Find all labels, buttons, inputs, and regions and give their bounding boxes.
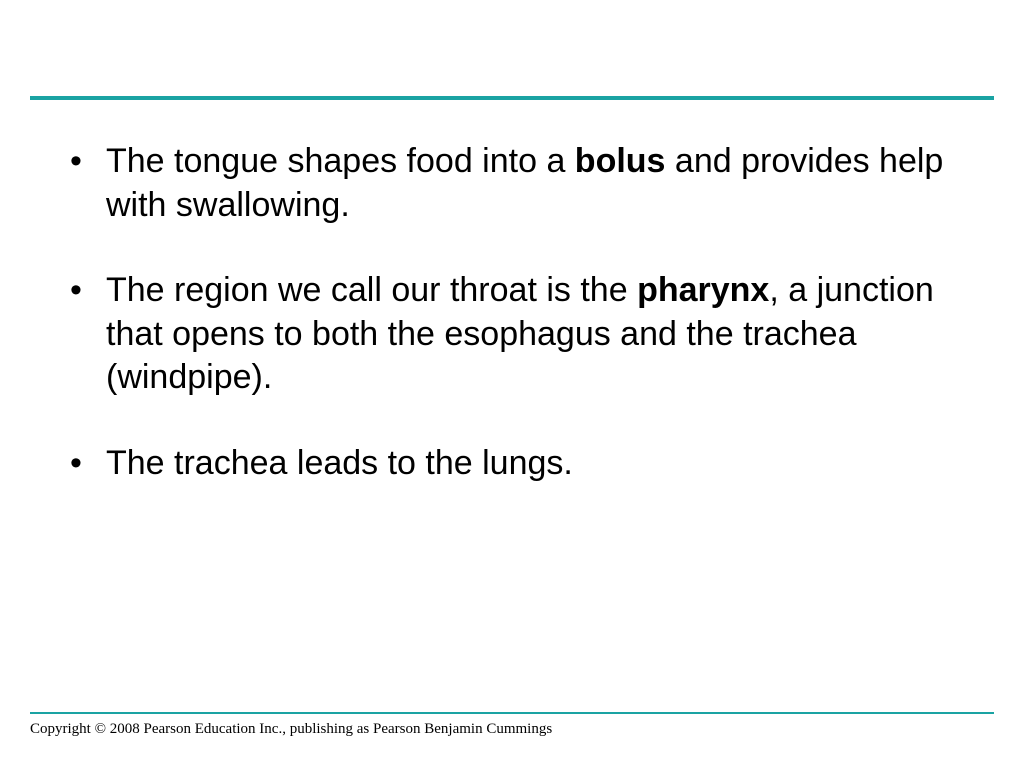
top-divider [30, 96, 994, 100]
bullet-text-bold: bolus [575, 142, 666, 180]
list-item: The trachea leads to the lungs. [60, 442, 974, 486]
bullet-text-bold: pharynx [637, 271, 769, 309]
bullet-list: The tongue shapes food into a bolus and … [60, 140, 974, 485]
list-item: The region we call our throat is the pha… [60, 269, 974, 400]
bullet-text-pre: The region we call our throat is the [106, 271, 637, 309]
bullet-text-pre: The tongue shapes food into a [106, 142, 575, 180]
copyright-text: Copyright © 2008 Pearson Education Inc.,… [30, 721, 552, 738]
bottom-divider [30, 712, 994, 714]
slide: The tongue shapes food into a bolus and … [0, 0, 1024, 768]
list-item: The tongue shapes food into a bolus and … [60, 140, 974, 227]
slide-body: The tongue shapes food into a bolus and … [60, 140, 974, 485]
bullet-text-pre: The trachea leads to the lungs. [106, 444, 573, 482]
